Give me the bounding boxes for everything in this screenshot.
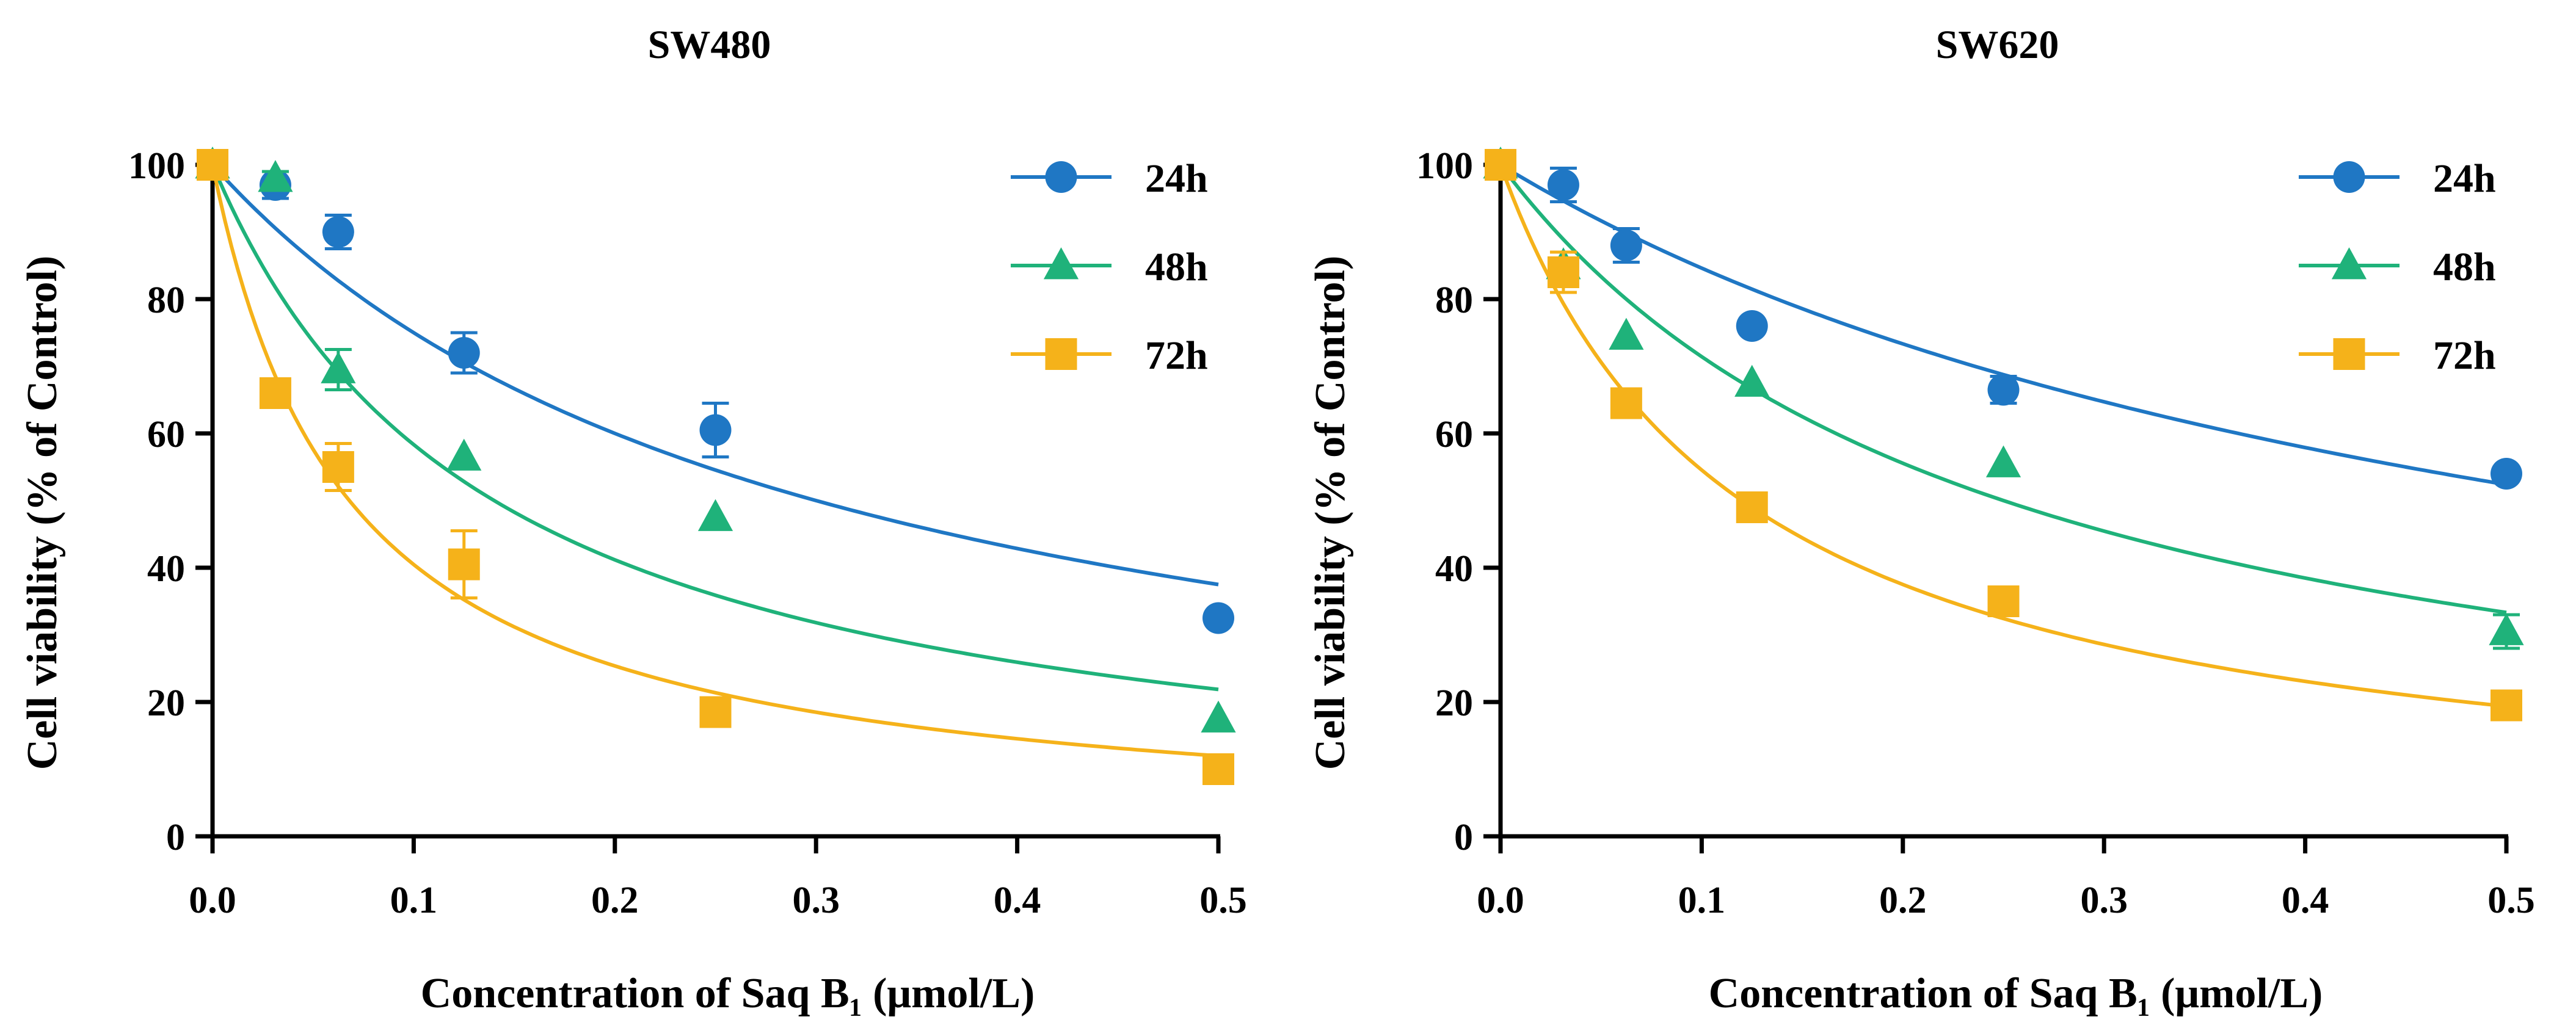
x-axis-label: Concentration of Saq B₁ (μmol/L): [1709, 970, 2323, 1017]
x-tick-label: 0.5: [1199, 880, 1247, 921]
legend-label-72h: 72h: [1145, 333, 1208, 378]
legend-marker-24h: [1045, 161, 1077, 193]
legend-marker-48h: [2331, 247, 2367, 280]
data-point-24h: [1547, 169, 1579, 201]
data-point-72h: [1202, 753, 1234, 785]
y-tick-label: 40: [1435, 548, 1473, 590]
y-tick-label: 20: [147, 682, 185, 724]
x-axis-label: Concentration of Saq B₁ (μmol/L): [421, 970, 1035, 1017]
data-point-72h: [2490, 689, 2522, 722]
chart-title: SW480: [648, 23, 771, 67]
data-point-24h: [699, 414, 732, 446]
data-point-72h: [1610, 387, 1642, 419]
data-point-48h: [321, 351, 356, 383]
fit-curve-48h: [211, 164, 1219, 692]
legend-label-24h: 24h: [1145, 156, 1208, 201]
series-72h: [197, 149, 1234, 785]
data-point-48h: [1609, 317, 1644, 350]
legend-marker-48h: [1043, 247, 1079, 280]
data-point-72h: [448, 548, 480, 581]
x-tick-label: 0.4: [2282, 880, 2329, 921]
data-point-24h: [2490, 458, 2522, 490]
y-tick-label: 60: [147, 414, 185, 455]
data-point-72h: [259, 377, 291, 409]
y-axis-label: Cell viability (% of Control): [19, 256, 66, 770]
legend-label-48h: 48h: [2433, 245, 2496, 289]
data-point-48h: [1734, 364, 1770, 397]
legend: 24h 48h 72h: [1011, 156, 1208, 378]
y-tick-label: 0: [166, 817, 185, 858]
fit-curve-24h: [211, 163, 1219, 587]
y-tick-label: 80: [147, 280, 185, 321]
data-point-72h: [1547, 256, 1579, 288]
y-tick-label: 40: [147, 548, 185, 590]
x-tick-label: 0.0: [189, 880, 236, 921]
x-tick-label: 0.4: [994, 880, 1041, 921]
series-72h: [1485, 149, 2522, 722]
chart-sw620: SW620 Cell viability (% of Control) Concen…: [1307, 23, 2535, 1017]
data-point-48h: [2489, 613, 2524, 645]
y-tick-label: 100: [128, 145, 185, 187]
data-point-48h: [446, 438, 482, 471]
x-tick-label: 0.1: [1678, 880, 1726, 921]
y-tick-label: 0: [1454, 817, 1473, 858]
x-tick-label: 0.2: [591, 880, 639, 921]
y-tick-label: 100: [1416, 145, 1473, 187]
data-point-48h: [697, 499, 733, 531]
chart-panel-sw480: SW480 Cell viability (% of Control) Concen…: [19, 23, 1247, 1017]
data-point-24h: [1987, 374, 2020, 406]
data-point-24h: [448, 337, 480, 369]
legend-label-24h: 24h: [2433, 156, 2496, 201]
x-tick-label: 0.0: [1477, 880, 1524, 921]
data-point-72h: [1485, 149, 1516, 181]
data-point-72h: [322, 451, 354, 483]
legend-marker-72h: [1045, 338, 1077, 370]
y-tick-label: 60: [1435, 414, 1473, 455]
y-axis-label: Cell viability (% of Control): [1307, 256, 1354, 770]
data-point-72h: [1736, 491, 1768, 523]
data-point-72h: [197, 149, 228, 181]
series-24h: [1485, 149, 2522, 490]
data-point-24h: [1202, 602, 1234, 634]
data-point-48h: [1985, 445, 2021, 477]
fit-curve-48h: [1499, 164, 2507, 615]
legend-marker-72h: [2333, 338, 2365, 370]
legend-marker-24h: [2333, 161, 2365, 193]
y-tick-label: 80: [1435, 280, 1473, 321]
x-tick-label: 0.1: [390, 880, 438, 921]
x-tick-label: 0.5: [2487, 880, 2535, 921]
data-point-72h: [699, 696, 732, 728]
legend: 24h 48h 72h: [2299, 156, 2496, 378]
data-point-24h: [1736, 310, 1768, 342]
chart-panel-sw620: SW620 Cell viability (% of Control) Concen…: [1288, 0, 2576, 1028]
fit-curve-24h: [1499, 163, 2507, 487]
legend-label-72h: 72h: [2433, 333, 2496, 378]
data-point-24h: [1610, 230, 1642, 261]
fit-curve-72h: [1499, 164, 2507, 709]
x-tick-label: 0.3: [2080, 880, 2128, 921]
legend-label-48h: 48h: [1145, 245, 1208, 289]
x-tick-label: 0.2: [1879, 880, 1927, 921]
data-point-48h: [258, 160, 293, 192]
x-tick-label: 0.3: [792, 880, 840, 921]
y-tick-label: 20: [1435, 682, 1473, 724]
chart-sw480: SW480 Cell viability (% of Control) Concen…: [19, 23, 1247, 1017]
chart-title: SW620: [1936, 23, 2059, 67]
data-point-24h: [322, 216, 354, 248]
data-point-72h: [1987, 585, 2020, 617]
data-point-48h: [1201, 700, 1236, 733]
fit-curve-72h: [211, 164, 1219, 758]
